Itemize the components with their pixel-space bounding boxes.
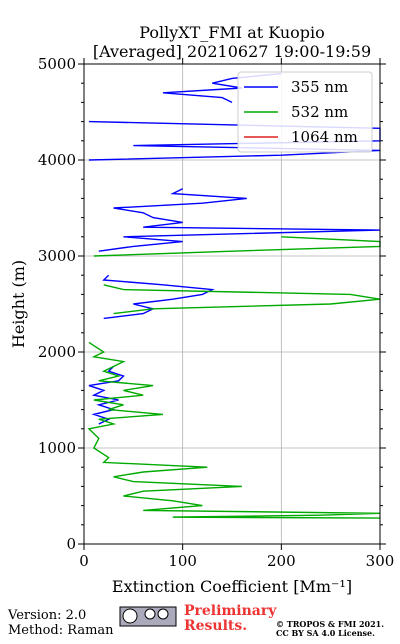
legend-label: 1064 nm [291, 128, 358, 146]
x-tick-label: 0 [79, 552, 89, 570]
license-badge [119, 606, 177, 627]
plot-frame [83, 63, 381, 545]
y-tick-label: 3000 [38, 247, 76, 265]
status: Preliminary [184, 603, 277, 619]
copyright: CC BY SA 4.0 License. [276, 628, 375, 638]
legend-box [237, 71, 373, 153]
y-tick-label: 4000 [38, 151, 76, 169]
version: Version: 2.0 [7, 608, 86, 623]
x-tick-label: 100 [168, 552, 197, 570]
method: Method: Raman [8, 623, 114, 638]
y-axis-label: Height (m) [9, 260, 28, 348]
y-tick-label: 1000 [38, 439, 76, 457]
legend-label: 355 nm [291, 78, 348, 96]
profile-line [88, 72, 381, 425]
y-tick-label: 5000 [38, 55, 76, 73]
y-tick-label: 0 [66, 535, 76, 553]
legend-label: 532 nm [291, 103, 348, 121]
badge-icon [122, 608, 138, 624]
badge-icon [144, 608, 156, 620]
x-tick-label: 200 [267, 552, 296, 570]
x-axis-label: Extinction Coefficient [Mm⁻¹] [112, 577, 352, 596]
chart-title: PollyXT_FMI at Kuopio [139, 23, 325, 42]
badge-icon [157, 608, 169, 620]
chart-subtitle: [Averaged] 20210627 19:00-19:59 [93, 42, 371, 61]
copyright: © TROPOS & FMI 2021. [276, 619, 384, 629]
profile-line [87, 236, 381, 519]
status: Results. [184, 618, 247, 634]
x-tick-label: 300 [366, 552, 395, 570]
y-tick-label: 2000 [38, 343, 76, 361]
